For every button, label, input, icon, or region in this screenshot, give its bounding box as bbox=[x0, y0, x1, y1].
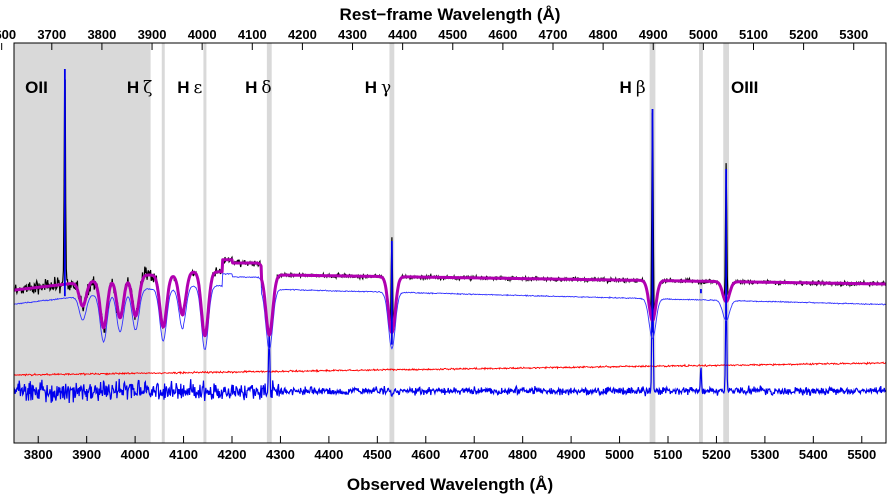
x2-tick-label: 5000 bbox=[689, 27, 718, 42]
line-window bbox=[161, 43, 165, 443]
x-tick-label: 5200 bbox=[702, 447, 731, 462]
line-label-text: OII bbox=[25, 78, 48, 97]
x2-tick-label: 5100 bbox=[739, 27, 768, 42]
x-tick-label: 5000 bbox=[605, 447, 634, 462]
masked-region bbox=[14, 43, 151, 443]
x-tick-label: 4000 bbox=[121, 447, 150, 462]
x2-tick-label: 4000 bbox=[188, 27, 217, 42]
x2-tick-label: 4800 bbox=[589, 27, 618, 42]
x2-tick-label: 4600 bbox=[488, 27, 517, 42]
line-window bbox=[203, 43, 207, 443]
line-label-greek: β bbox=[636, 78, 646, 98]
x-tick-label: 4800 bbox=[508, 447, 537, 462]
bottom-axis-title: Observed Wavelength (Å) bbox=[347, 475, 553, 494]
x-tick-label: 5400 bbox=[799, 447, 828, 462]
line-label-greek: ε bbox=[194, 78, 203, 98]
x2-tick-label: 4400 bbox=[388, 27, 417, 42]
line-window bbox=[266, 43, 272, 443]
line-label-text: H bbox=[365, 78, 377, 97]
top-axis-title: Rest−frame Wavelength (Å) bbox=[340, 5, 561, 24]
x-tick-label: 5100 bbox=[654, 447, 683, 462]
x-tick-label: 3900 bbox=[72, 447, 101, 462]
x-tick-label: 4100 bbox=[169, 447, 198, 462]
line-label-text: OIII bbox=[731, 78, 758, 97]
line-label-greek: δ bbox=[261, 78, 271, 98]
x2-tick-label: 4900 bbox=[639, 27, 668, 42]
error-series-line bbox=[14, 361, 886, 377]
line-label-greek: γ bbox=[381, 78, 391, 98]
line-label-text: H bbox=[245, 78, 257, 97]
x2-tick-label: 5200 bbox=[789, 27, 818, 42]
x-tick-label: 3800 bbox=[24, 447, 53, 462]
line-window bbox=[699, 43, 703, 443]
line-label: OIII bbox=[731, 78, 758, 97]
x2-tick-label: 3900 bbox=[138, 27, 167, 42]
x-tick-label: 4700 bbox=[460, 447, 489, 462]
x2-tick-label: 3800 bbox=[87, 27, 116, 42]
model-series-line bbox=[14, 258, 886, 338]
line-label-text: H bbox=[127, 78, 139, 97]
x2-tick-label: 4200 bbox=[288, 27, 317, 42]
x2-tick-label: 4700 bbox=[539, 27, 568, 42]
x-tick-label: 4300 bbox=[266, 447, 295, 462]
x-tick-label: 4500 bbox=[363, 447, 392, 462]
x-tick-label: 4400 bbox=[314, 447, 343, 462]
stellar-series-line bbox=[14, 272, 886, 350]
axes: 3800 3900 4000 4100 4200 4300 4400 4500 4600 4700… bbox=[0, 27, 876, 462]
line-label-greek: ζ bbox=[143, 78, 152, 98]
residual-series-line bbox=[14, 239, 886, 404]
x-tick-label: 4900 bbox=[557, 447, 586, 462]
x-tick-label: 4600 bbox=[411, 447, 440, 462]
x-tick-label: 5300 bbox=[750, 447, 779, 462]
x2-tick-label: 4300 bbox=[338, 27, 367, 42]
x2-tick-label: 5300 bbox=[839, 27, 868, 42]
line-label-text: H bbox=[620, 78, 632, 97]
line-label-text: H bbox=[177, 78, 189, 97]
plot-area bbox=[14, 43, 886, 443]
x2-tick-label: 4500 bbox=[438, 27, 467, 42]
plot-frame bbox=[13, 42, 887, 444]
x-tick-label: 4200 bbox=[218, 447, 247, 462]
x2-tick-label: 3700 bbox=[37, 27, 66, 42]
x2-tick-label: 4100 bbox=[238, 27, 267, 42]
x2-tick-label: 3600 bbox=[0, 27, 16, 42]
line-label: OII bbox=[25, 78, 48, 97]
x-tick-label: 5500 bbox=[847, 447, 876, 462]
